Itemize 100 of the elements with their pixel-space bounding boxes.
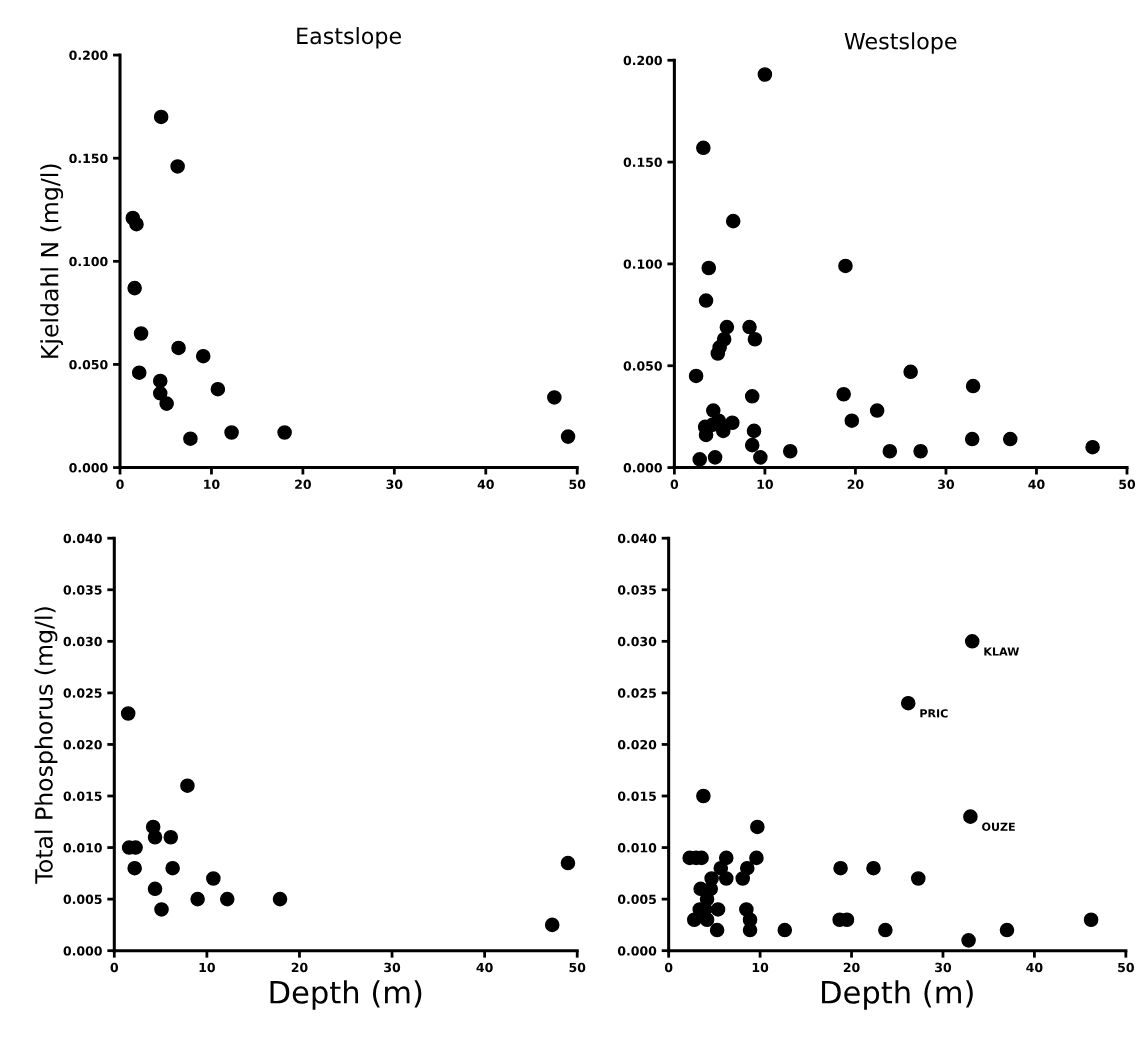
point [715, 423, 731, 439]
y-tick-label: 0.100 [69, 256, 108, 267]
point [725, 415, 740, 431]
point [165, 860, 180, 876]
point [782, 443, 798, 459]
point [1083, 912, 1099, 928]
x-tick-label: 30 [938, 479, 955, 490]
point [152, 386, 168, 401]
point [777, 922, 793, 938]
y-tick-label: 0.015 [63, 791, 102, 801]
y-axis-title: Kjeldahl N (mg/l) [40, 164, 64, 358]
point [127, 860, 142, 876]
point [701, 260, 717, 276]
point [964, 634, 980, 649]
point [961, 933, 976, 948]
x-tick-label: 20 [291, 962, 308, 973]
x-tick-label: 10 [199, 962, 215, 973]
x-tick-label: 30 [384, 962, 401, 973]
point [277, 425, 292, 440]
point [133, 326, 149, 341]
point [159, 396, 174, 411]
x-tick-label: 30 [935, 962, 952, 973]
point [696, 788, 711, 804]
x-tick-label: 0 [116, 479, 124, 490]
x-tick-label: 20 [847, 479, 864, 490]
x-tick-label: 10 [752, 962, 769, 973]
point [900, 695, 916, 711]
point [710, 346, 726, 361]
point [696, 140, 711, 156]
y-tick-label: 0.000 [623, 463, 662, 473]
y-tick-label: 0.015 [617, 791, 656, 801]
point [1085, 439, 1100, 455]
point [735, 871, 751, 886]
point [163, 829, 179, 845]
y-tick-label: 0.100 [623, 259, 662, 269]
point [999, 922, 1015, 938]
annotation: OUZE [982, 822, 1015, 831]
x-tick-label: 20 [295, 479, 311, 490]
x-tick-label: 50 [569, 479, 586, 490]
x-tick-label: 0 [664, 962, 673, 973]
point [746, 423, 762, 439]
point [706, 403, 721, 418]
point [718, 871, 734, 886]
x-tick-label: 20 [843, 962, 860, 973]
point [219, 891, 235, 907]
point [753, 450, 768, 465]
point [206, 871, 221, 886]
point [742, 319, 757, 335]
point [170, 159, 185, 174]
point [833, 860, 848, 876]
point [882, 443, 898, 459]
y-tick-label: 0.030 [63, 636, 102, 647]
y-tick-label: 0.030 [617, 636, 657, 647]
y-tick-label: 0.005 [617, 894, 656, 905]
point [757, 67, 773, 82]
y-tick-label: 0.010 [617, 843, 657, 853]
point [560, 855, 576, 871]
x-tick-label: 0 [670, 479, 679, 490]
point [1002, 431, 1018, 447]
point [709, 922, 725, 938]
x-tick-label: 40 [1028, 479, 1045, 490]
y-tick-label: 0.200 [69, 50, 108, 60]
point [869, 403, 885, 418]
point [744, 388, 760, 404]
point [744, 437, 760, 453]
y-tick-label: 0.150 [69, 153, 108, 164]
point [180, 778, 195, 793]
point [195, 348, 211, 364]
point [171, 340, 186, 356]
point [866, 860, 881, 876]
point [129, 216, 144, 232]
x-tick-label: 50 [569, 962, 586, 973]
point [153, 109, 169, 125]
y-tick-label: 0.150 [623, 157, 662, 168]
y-tick-label: 0.025 [617, 688, 656, 698]
point [747, 331, 763, 347]
point [210, 381, 226, 397]
y-tick-label: 0.035 [617, 585, 656, 595]
x-tick-label: 50 [1119, 479, 1136, 490]
point [913, 443, 928, 459]
point [224, 425, 239, 440]
point [190, 891, 205, 907]
y-tick-label: 0.035 [63, 585, 102, 595]
point [903, 364, 918, 380]
point [844, 413, 860, 428]
x-axis-title: Depth (m) [270, 980, 422, 1010]
point [147, 829, 163, 845]
y-tick-label: 0.010 [63, 843, 102, 853]
point [131, 365, 147, 380]
point [911, 871, 926, 886]
point [147, 881, 163, 897]
y-tick-label: 0.000 [63, 946, 102, 956]
y-tick-label: 0.025 [63, 688, 102, 698]
y-tick-label: 0.000 [617, 946, 657, 956]
point [965, 378, 981, 394]
point [719, 319, 735, 335]
point [964, 431, 980, 447]
x-tick-label: 0 [110, 962, 119, 973]
x-tick-label: 10 [757, 479, 773, 490]
y-tick-label: 0.020 [63, 739, 102, 750]
